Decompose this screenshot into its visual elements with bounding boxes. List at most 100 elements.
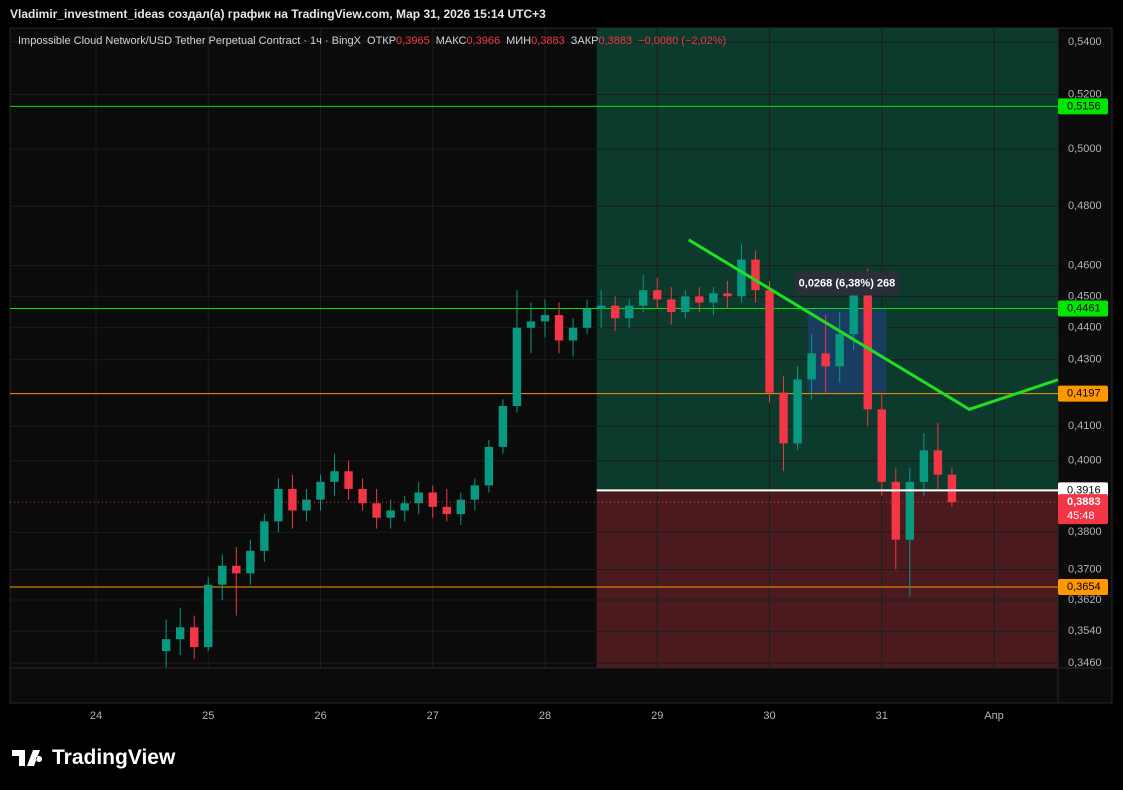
candle-body bbox=[737, 259, 746, 297]
y-tick-label: 0,4400 bbox=[1068, 322, 1102, 334]
legend-value: 0,3883 bbox=[531, 35, 565, 47]
logo: TradingView bbox=[12, 746, 175, 770]
y-tick-label: 0,4000 bbox=[1068, 455, 1102, 467]
candle-body bbox=[653, 290, 662, 300]
candle-body bbox=[288, 488, 297, 511]
candle-body bbox=[330, 471, 339, 482]
loss-zone bbox=[596, 490, 1058, 668]
candle-body bbox=[639, 290, 648, 306]
legend-value: −0,0080 (−2,02%) bbox=[638, 35, 727, 47]
candle-body bbox=[849, 293, 858, 335]
header: Vladimir_investment_ideas создал(а) граф… bbox=[10, 7, 546, 21]
level-label: 0,5156 bbox=[1067, 100, 1101, 112]
y-tick-label: 0,4300 bbox=[1068, 354, 1102, 366]
candle-body bbox=[835, 334, 844, 367]
candle-body bbox=[204, 584, 213, 648]
candle-body bbox=[933, 450, 943, 475]
level-label: 0,4461 bbox=[1067, 302, 1101, 314]
level-tag bbox=[1058, 98, 1108, 115]
candle-body bbox=[779, 392, 788, 444]
candle-body bbox=[414, 492, 423, 504]
candle-body bbox=[793, 379, 802, 444]
candle-body bbox=[175, 627, 185, 640]
candle-body bbox=[877, 409, 886, 482]
legend-label: МИН bbox=[506, 35, 532, 47]
logo-text: TradingView bbox=[52, 746, 176, 769]
last-price-tag bbox=[1058, 494, 1108, 525]
candle-body bbox=[905, 481, 915, 540]
candle-body bbox=[456, 499, 466, 515]
x-tick-label: 29 bbox=[651, 710, 663, 722]
symbol-legend: Impossible Cloud Network/USD Tether Perp… bbox=[18, 35, 726, 47]
level-label: 0,3654 bbox=[1067, 581, 1101, 593]
legend-label: ЗАКР bbox=[570, 35, 599, 47]
candle-body bbox=[498, 406, 508, 447]
logo-icon bbox=[12, 750, 43, 766]
legend-value: 0,3965 bbox=[396, 35, 430, 47]
measure-label: 0,0268 (6,38%) 268 bbox=[799, 277, 896, 289]
candle-body bbox=[863, 293, 872, 410]
y-tick-label: 0,3620 bbox=[1068, 594, 1102, 606]
legend-label: МАКС bbox=[435, 35, 467, 47]
countdown: 45:48 bbox=[1067, 510, 1095, 522]
candle-body bbox=[232, 565, 241, 574]
y-tick-label: 0,4600 bbox=[1068, 260, 1102, 272]
y-tick-label: 0,5200 bbox=[1068, 88, 1102, 100]
candle-body bbox=[568, 327, 578, 341]
x-tick-label: 25 bbox=[202, 710, 214, 722]
level-tag bbox=[1058, 385, 1108, 402]
candle-body bbox=[891, 481, 901, 540]
legend-label: ОТКР bbox=[367, 35, 397, 47]
level-tag bbox=[1058, 579, 1108, 596]
candle-body bbox=[161, 639, 171, 652]
level-label: 0,4197 bbox=[1067, 388, 1101, 400]
y-tick-label: 0,3460 bbox=[1068, 657, 1102, 669]
level-tag bbox=[1058, 300, 1108, 317]
last-price-label: 0,3883 bbox=[1067, 496, 1101, 508]
symbol: Impossible Cloud Network/USD Tether Perp… bbox=[18, 35, 362, 47]
y-tick-label: 0,4800 bbox=[1068, 200, 1102, 212]
y-tick-label: 0,3800 bbox=[1068, 526, 1102, 538]
entry-label: 0,3916 bbox=[1067, 484, 1101, 496]
candle-body bbox=[400, 503, 409, 511]
candle-body bbox=[386, 510, 395, 518]
legend-value: 0,3883 bbox=[598, 35, 633, 47]
y-tick-label: 0,4100 bbox=[1068, 420, 1102, 432]
candle-body bbox=[681, 296, 690, 312]
candle-body bbox=[751, 259, 760, 291]
candle-body bbox=[695, 296, 704, 303]
candle-body bbox=[344, 471, 353, 489]
candle-body bbox=[442, 506, 451, 515]
x-tick-label: Апр bbox=[984, 710, 1003, 722]
x-tick-label: 24 bbox=[90, 710, 102, 722]
profit-zone bbox=[596, 28, 1058, 491]
candle-body bbox=[540, 315, 550, 322]
candle-body bbox=[765, 290, 774, 393]
x-tick-label: 28 bbox=[539, 710, 551, 722]
candle-body bbox=[358, 488, 367, 504]
y-tick-label: 0,3540 bbox=[1068, 625, 1102, 637]
candle-body bbox=[512, 327, 522, 407]
x-tick-label: 26 bbox=[314, 710, 326, 722]
candle-body bbox=[554, 315, 564, 341]
x-tick-label: 31 bbox=[876, 710, 888, 722]
candle-body bbox=[582, 308, 592, 328]
candle-body bbox=[246, 550, 255, 574]
candle-body bbox=[316, 481, 325, 500]
trendline bbox=[687, 238, 1059, 412]
candle-body bbox=[189, 627, 199, 648]
candle-body bbox=[526, 321, 536, 328]
measure-label-box bbox=[794, 271, 899, 296]
x-tick-label: 30 bbox=[763, 710, 775, 722]
candle-body bbox=[428, 492, 437, 507]
candle-body bbox=[470, 485, 480, 500]
candle-body bbox=[667, 299, 676, 312]
y-tick-label: 0,5400 bbox=[1068, 36, 1102, 48]
y-tick-label: 0,4500 bbox=[1068, 290, 1102, 302]
candle-body bbox=[484, 446, 494, 486]
candle-body bbox=[919, 450, 929, 482]
candle-body bbox=[302, 499, 311, 511]
candle-body bbox=[596, 305, 606, 309]
candle-body bbox=[260, 521, 269, 551]
